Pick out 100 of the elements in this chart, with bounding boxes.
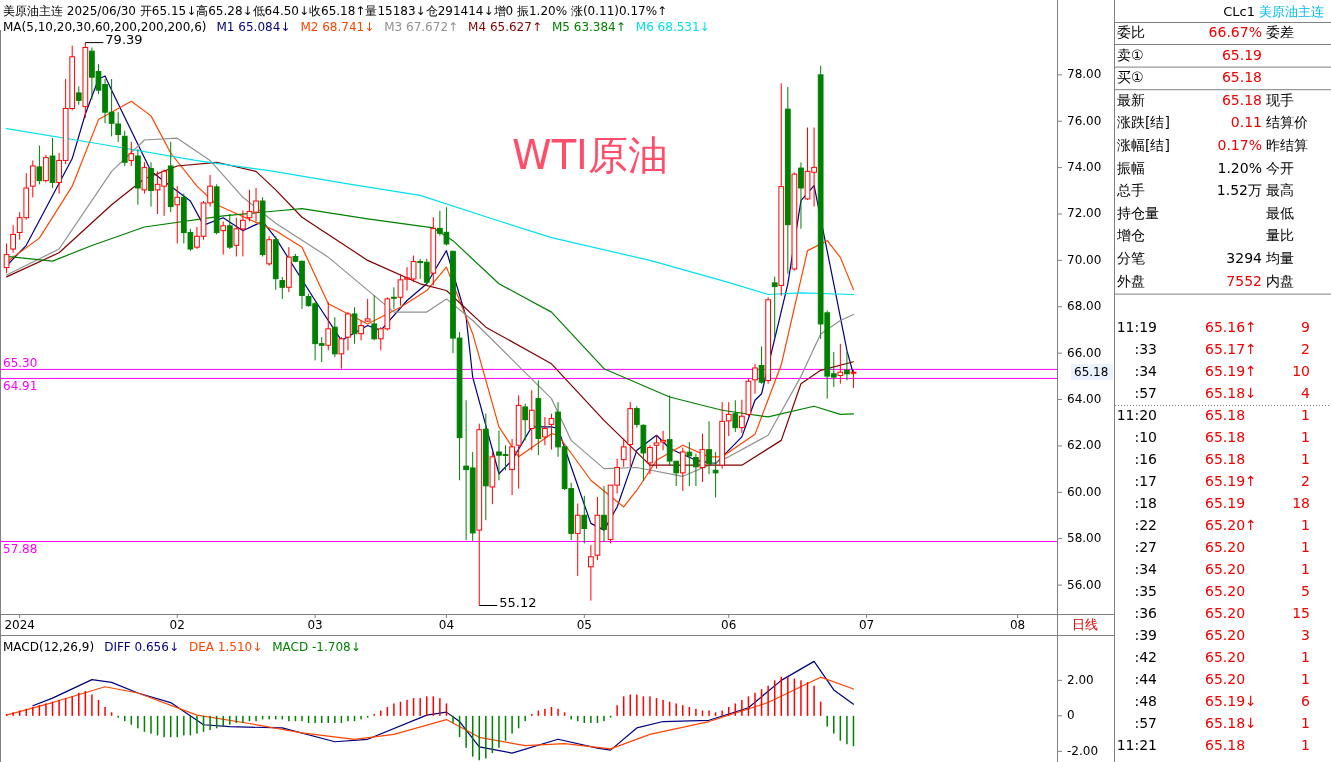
text: 15 xyxy=(1292,605,1310,621)
text: 9 xyxy=(1301,319,1310,335)
text: 总手 xyxy=(1116,182,1145,199)
text: 0.17% xyxy=(1217,137,1262,153)
text: M6 68.531↓ xyxy=(635,19,710,34)
text: 结算价 xyxy=(1266,114,1308,131)
text: 日线 xyxy=(1072,616,1098,632)
text: 今开 xyxy=(1266,159,1294,176)
text: 昨结算 xyxy=(1266,137,1308,153)
text: 11:19 xyxy=(1116,319,1157,335)
text: 65.19↑ xyxy=(1205,363,1257,379)
text: 2 xyxy=(1301,473,1310,489)
y-tick-label: 78.00 xyxy=(1067,67,1102,82)
text: 5 xyxy=(1301,583,1310,599)
line-series xyxy=(5,128,855,296)
x-tick-label: 08 xyxy=(1009,617,1026,632)
text: 1 xyxy=(1301,539,1310,555)
chart-subtitle: 美原油主连 2025/06/30 开65.15↓高65.28↓低64.50↓收65.18↑量15183↓仓291414↓增0 振1.20% 涨(0.11)0.17%↑ xyxy=(3,3,668,18)
text: 3 xyxy=(1301,627,1310,643)
text: 65.18 xyxy=(1205,429,1246,445)
y-tick-label: 60.00 xyxy=(1067,484,1102,499)
text: 65.19↑ xyxy=(1205,473,1257,489)
text: M3 67.672↑ xyxy=(384,19,459,34)
text: 量比 xyxy=(1266,227,1294,244)
text: 2 xyxy=(1301,341,1310,357)
text: 65.20 xyxy=(1205,627,1246,643)
text: 0.11 xyxy=(1230,114,1262,131)
x-tick-label: 04 xyxy=(438,617,455,632)
text: 18 xyxy=(1292,495,1310,511)
text: 11:20 xyxy=(1116,407,1157,423)
text: 65.18 xyxy=(1221,91,1262,108)
text: 65.20 xyxy=(1205,605,1246,621)
y-tick-label: 56.00 xyxy=(1067,577,1102,592)
text: 外盘 xyxy=(1117,272,1145,289)
text: M1 65.084↓ xyxy=(216,19,291,34)
y-tick-label: 2.00 xyxy=(1067,672,1094,687)
text: :18 xyxy=(1134,495,1157,511)
text: :57 xyxy=(1134,385,1157,401)
text: DEA 1.510↓ xyxy=(188,639,263,654)
annotation: 79.39 xyxy=(105,32,143,48)
text: :34 xyxy=(1134,363,1158,379)
line-series xyxy=(32,660,855,754)
y-tick-label: 70.00 xyxy=(1067,252,1102,267)
y-tick-label: 76.00 xyxy=(1067,113,1102,128)
x-tick-label: 05 xyxy=(576,617,592,632)
y-tick-label: 62.00 xyxy=(1067,438,1102,453)
text: 11:21 xyxy=(1116,737,1157,753)
text: 65.20 xyxy=(1205,671,1246,687)
text: WTI原油 xyxy=(512,132,668,178)
text: 65.19↓ xyxy=(1205,693,1257,709)
text: 65.19 xyxy=(1221,46,1262,63)
y-tick-label: 64.00 xyxy=(1067,392,1102,407)
text: 65.18 xyxy=(1205,451,1246,467)
y-tick-label: 74.00 xyxy=(1067,160,1102,175)
text: 7552 xyxy=(1226,272,1262,289)
text: 1 xyxy=(1301,671,1310,687)
text: 1 xyxy=(1301,451,1310,467)
text: :57 xyxy=(1134,715,1157,731)
text: 4 xyxy=(1301,385,1311,401)
y-tick-label: 58.00 xyxy=(1067,531,1102,546)
text: 65.16↑ xyxy=(1205,319,1257,335)
text: 委比 xyxy=(1117,24,1145,40)
text: 65.20 xyxy=(1205,583,1246,599)
text: 美原油主连 xyxy=(1259,3,1324,19)
text: 1 xyxy=(1301,429,1310,445)
text: 65.17↑ xyxy=(1205,341,1257,357)
x-tick-label: 2024 xyxy=(4,617,35,632)
text: 6 xyxy=(1301,693,1311,709)
text: 65.19 xyxy=(1205,495,1246,511)
text: 委差 xyxy=(1266,24,1294,40)
text: CLc1 xyxy=(1223,3,1255,19)
text: 65.18 xyxy=(1074,364,1109,379)
text: 10 xyxy=(1292,363,1310,379)
text: 65.20↑ xyxy=(1205,517,1257,533)
text: 65.18 xyxy=(1221,69,1262,86)
text: :16 xyxy=(1134,451,1158,467)
text: 65.20 xyxy=(1205,539,1246,555)
text: 66.67% xyxy=(1208,24,1262,40)
text: 最新 xyxy=(1117,91,1145,108)
annotation: 55.12 xyxy=(499,595,537,611)
text: 内盘 xyxy=(1266,272,1294,289)
ref-line-label: 57.88 xyxy=(3,541,38,556)
text: M5 63.384↑ xyxy=(551,19,626,34)
text: :42 xyxy=(1134,649,1157,665)
text: :48 xyxy=(1134,693,1157,709)
text: :34 xyxy=(1134,561,1158,577)
text: :10 xyxy=(1134,429,1157,445)
text: 65.18 xyxy=(1205,737,1246,753)
text: 65.20 xyxy=(1205,649,1246,665)
x-tick-label: 06 xyxy=(721,617,737,632)
y-tick-label: 72.00 xyxy=(1067,206,1102,221)
text: 65.20 xyxy=(1205,561,1246,577)
y-tick-label: 0 xyxy=(1067,708,1075,723)
x-tick-label: 03 xyxy=(307,617,323,632)
text: 65.18 xyxy=(1205,407,1246,423)
text: 65.18↓ xyxy=(1205,385,1257,401)
text: :33 xyxy=(1134,341,1157,357)
text: 1.20% xyxy=(1217,159,1262,176)
legend-title: MACD(12,26,9) xyxy=(3,639,95,654)
text: :17 xyxy=(1134,473,1157,489)
